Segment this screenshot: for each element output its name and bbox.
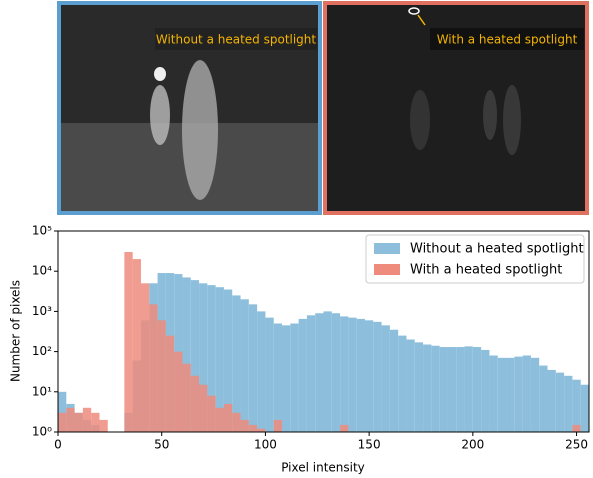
histogram-bar bbox=[182, 364, 190, 432]
histogram-bar bbox=[299, 319, 307, 432]
histogram-bar bbox=[357, 319, 365, 432]
histogram-bar bbox=[498, 358, 506, 432]
histogram-bar bbox=[448, 347, 456, 432]
x-axis-label: Pixel intensity bbox=[281, 461, 365, 475]
histogram-bar bbox=[548, 370, 556, 432]
histogram-bar bbox=[274, 420, 282, 432]
photo-without: Without a heated spotlight bbox=[59, 3, 320, 213]
histogram-bar bbox=[249, 425, 257, 432]
histogram-bar bbox=[348, 318, 356, 432]
histogram-bar bbox=[149, 304, 157, 432]
figure: Without a heated spotlight With a heated… bbox=[0, 0, 593, 478]
histogram-bar bbox=[324, 311, 332, 432]
x-tick-label: 0 bbox=[54, 438, 62, 452]
x-tick-label: 100 bbox=[254, 438, 277, 452]
histogram-bar bbox=[556, 373, 564, 432]
histogram-bar bbox=[365, 320, 373, 432]
histogram-bar bbox=[465, 346, 473, 432]
histogram-bar bbox=[514, 357, 522, 432]
histogram-bar bbox=[141, 283, 149, 432]
x-tick-label: 150 bbox=[358, 438, 381, 452]
histogram-bar bbox=[290, 324, 298, 432]
histogram-bar bbox=[423, 345, 431, 432]
histogram-bar bbox=[481, 350, 489, 432]
histogram-bar bbox=[340, 425, 348, 432]
histogram-bar bbox=[199, 385, 207, 432]
histogram-bar bbox=[406, 339, 414, 432]
histogram-bar bbox=[257, 311, 265, 432]
histogram-bar bbox=[489, 355, 497, 432]
photo-label: Without a heated spotlight bbox=[156, 33, 317, 47]
x-tick-label: 200 bbox=[461, 438, 484, 452]
histogram-bar bbox=[506, 358, 514, 432]
histogram-bar bbox=[232, 413, 240, 432]
histogram-bar bbox=[216, 408, 224, 432]
y-tick-label: 10⁴ bbox=[32, 264, 52, 278]
legend-label: Without a heated spotlight bbox=[410, 242, 584, 257]
y-tick-label: 10⁰ bbox=[32, 425, 52, 439]
histogram-bar bbox=[75, 413, 83, 432]
histogram-bar bbox=[307, 315, 315, 432]
histogram-bar bbox=[415, 342, 423, 432]
y-tick-label: 10⁵ bbox=[32, 224, 52, 238]
histogram-bar bbox=[572, 425, 580, 432]
x-tick-label: 50 bbox=[154, 438, 169, 452]
histogram-bar bbox=[564, 376, 572, 432]
legend-label: With a heated spotlight bbox=[410, 263, 562, 278]
histogram-bar bbox=[539, 366, 547, 432]
histogram-bar bbox=[158, 320, 166, 432]
histogram-bar bbox=[398, 336, 406, 432]
histogram-bar bbox=[523, 355, 531, 432]
histogram-bar bbox=[124, 252, 132, 432]
histogram-bar bbox=[332, 313, 340, 432]
histogram-bar bbox=[241, 420, 249, 432]
y-axis-label: Number of pixels bbox=[9, 280, 23, 382]
histogram-bar bbox=[166, 336, 174, 432]
histogram-bar bbox=[431, 346, 439, 432]
histogram-bar bbox=[581, 385, 589, 432]
histogram-bar bbox=[340, 316, 348, 432]
histogram-bar bbox=[232, 295, 240, 432]
histogram-bar bbox=[99, 420, 107, 432]
histogram-bar bbox=[390, 330, 398, 432]
histogram-bar bbox=[241, 299, 249, 432]
x-tick-label: 250 bbox=[565, 438, 588, 452]
y-tick-label: 10² bbox=[32, 344, 52, 358]
y-tick-label: 10³ bbox=[32, 304, 52, 318]
histogram-bar bbox=[382, 325, 390, 432]
legend-swatch bbox=[374, 243, 400, 254]
histogram-bar bbox=[58, 413, 66, 432]
histogram-bar bbox=[572, 380, 580, 432]
histogram-bar bbox=[473, 347, 481, 432]
photo-with: With a heated spotlight bbox=[325, 3, 587, 213]
histogram-bar bbox=[91, 413, 99, 432]
histogram-bar bbox=[191, 376, 199, 432]
histogram-bar bbox=[456, 347, 464, 432]
histogram-bar bbox=[66, 408, 74, 432]
y-tick-label: 10¹ bbox=[32, 384, 52, 398]
histogram-bar bbox=[174, 352, 182, 432]
histogram-bar bbox=[224, 404, 232, 432]
histogram-bar bbox=[373, 322, 381, 432]
histogram-bar bbox=[531, 358, 539, 432]
photo-label: With a heated spotlight bbox=[437, 33, 578, 47]
histogram-bar bbox=[440, 347, 448, 432]
histogram-bar bbox=[274, 324, 282, 432]
histogram-bar bbox=[282, 325, 290, 432]
histogram-bar bbox=[249, 304, 257, 432]
histogram-bar bbox=[265, 318, 273, 432]
legend-swatch bbox=[374, 264, 400, 275]
histogram-bar bbox=[207, 396, 215, 432]
histogram-bar bbox=[83, 408, 91, 432]
histogram-bar bbox=[315, 313, 323, 432]
histogram-bar bbox=[133, 259, 141, 432]
